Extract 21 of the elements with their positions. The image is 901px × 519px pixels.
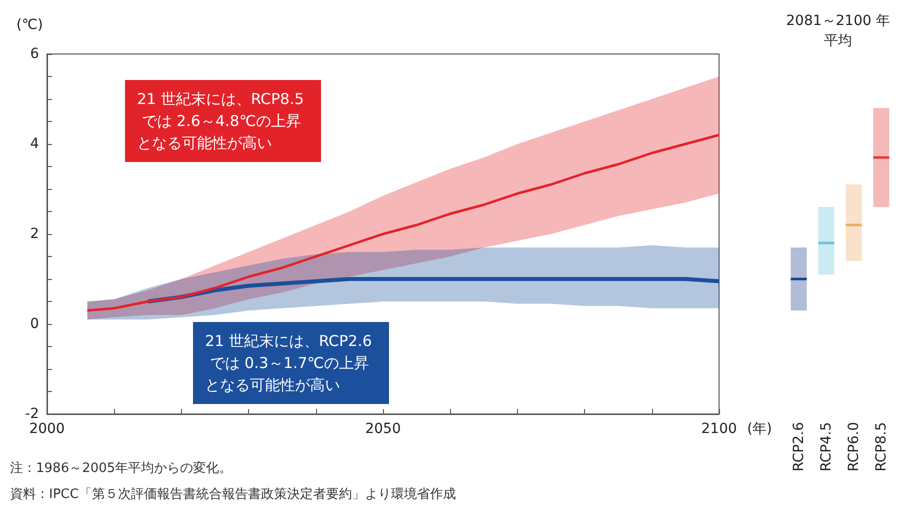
- line-series: [146, 277, 722, 304]
- y-tick-label: 0: [30, 316, 39, 332]
- x-tick-label: 2000: [29, 421, 65, 437]
- x-tick-label: RCP4.5: [818, 422, 834, 472]
- x-tick-label: RCP6.0: [846, 422, 862, 472]
- chart-title: 2081～2100 年平均: [786, 13, 890, 49]
- y-tick-label: 2: [30, 226, 39, 242]
- text: 資料：IPCC「第５次評価報告書統合報告書政策決定者要約」より環境省作成: [10, 486, 456, 502]
- text: 注：1986～2005年平均からの変化。: [10, 460, 232, 476]
- annotation: 21 世紀末には、RCP8.5 では 2.6～4.8℃の上昇となる可能性が高い: [137, 90, 304, 152]
- x-tick-label: RCP8.5: [873, 422, 890, 472]
- y-axis-title: (℃): [16, 17, 43, 33]
- x-tick-label: 2100: [701, 421, 737, 437]
- y-tick-label: -2: [25, 406, 39, 422]
- y-tick-label: 4: [30, 136, 40, 152]
- y-tick-label: 6: [30, 46, 40, 62]
- x-tick-label: RCP2.6: [790, 422, 807, 472]
- annotation: 21 世紀末には、RCP2.6 では 0.3～1.7℃の上昇となる可能性が高い: [205, 332, 372, 394]
- line-series: [86, 134, 720, 312]
- x-tick-label: 2050: [365, 421, 401, 437]
- x-axis-title: (年): [747, 421, 772, 437]
